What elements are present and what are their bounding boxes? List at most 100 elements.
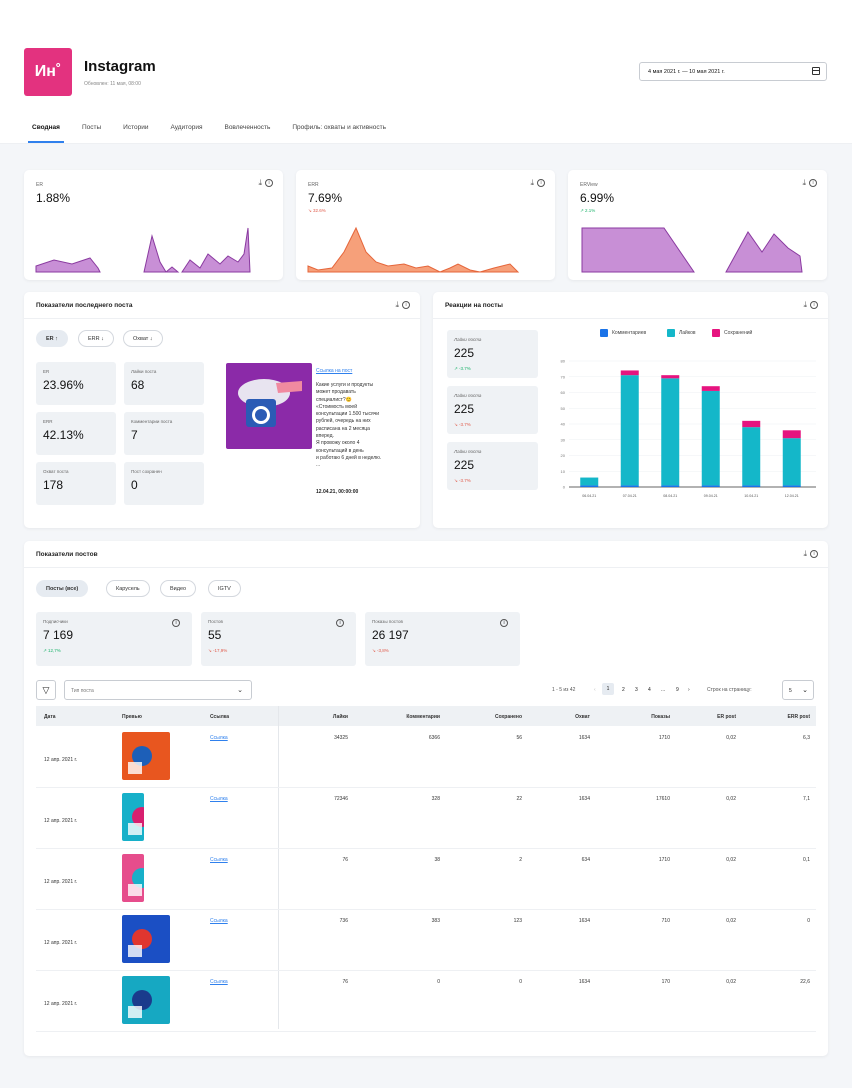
tab-stories[interactable]: Истории xyxy=(123,124,149,131)
summary-subscribers: Подписчики 7 169 ↗ 12,7% i xyxy=(36,612,192,666)
info-icon[interactable]: i xyxy=(810,550,818,558)
cell-value: 1634 xyxy=(578,735,590,741)
cell-value: 0,02 xyxy=(726,796,736,802)
filter-all-posts[interactable]: Посты (все) xyxy=(36,580,89,597)
page-9[interactable]: 9 xyxy=(676,687,679,693)
tab-summary[interactable]: Сводная xyxy=(28,124,64,143)
sort-reach-pill[interactable]: Охват ↓ xyxy=(123,330,163,347)
col-likes[interactable]: Лайки xyxy=(332,714,348,720)
stat-label: ER xyxy=(43,369,50,374)
download-icon[interactable]: ⤓ xyxy=(803,549,807,558)
filter-igtv[interactable]: IGTV xyxy=(208,580,241,597)
page-1[interactable]: 1 xyxy=(602,683,614,695)
tab-audience[interactable]: Аудитория xyxy=(170,124,203,131)
download-icon[interactable]: ⤓ xyxy=(258,178,262,187)
cell-date: 12 апр. 2021 г. xyxy=(44,757,78,763)
tab-engagement[interactable]: Вовлеченность xyxy=(224,124,271,131)
cell-value: 72346 xyxy=(334,796,348,802)
tab-posts[interactable]: Посты xyxy=(81,124,102,131)
cell-date: 12 апр. 2021 г. xyxy=(44,940,78,946)
tab-profile-reach[interactable]: Профиль: охваты и активность xyxy=(292,124,386,131)
download-icon[interactable]: ⤓ xyxy=(395,300,399,309)
post-thumbnail[interactable] xyxy=(122,793,144,841)
sort-err-pill[interactable]: ERR ↓ xyxy=(78,330,114,347)
y-tick-label: 0 xyxy=(563,485,566,490)
x-tick-label: 10.04.21 xyxy=(744,494,758,498)
next-page-icon[interactable]: › xyxy=(688,687,690,693)
rows-per-page-label: Строк на страницу: xyxy=(707,687,752,693)
post-thumbnail[interactable] xyxy=(122,976,170,1024)
cell-value: 0,02 xyxy=(726,857,736,863)
page-4[interactable]: 4 xyxy=(648,687,651,693)
updated-label: Обновлен: 11 мая, 08:00 xyxy=(84,81,141,87)
cell-value: 0,02 xyxy=(726,918,736,924)
download-icon[interactable]: ⤓ xyxy=(530,178,534,187)
post-thumbnail[interactable] xyxy=(122,732,170,780)
info-icon[interactable]: i xyxy=(537,179,545,187)
col-saved[interactable]: Сохранено xyxy=(494,714,522,720)
last-post-image[interactable] xyxy=(226,363,312,449)
page-2[interactable]: 2 xyxy=(622,687,625,693)
page-3[interactable]: 3 xyxy=(635,687,638,693)
info-icon[interactable]: i xyxy=(500,619,508,627)
y-tick-label: 40 xyxy=(561,422,566,427)
col-comments[interactable]: Комментарии xyxy=(406,714,440,720)
col-date[interactable]: Дата xyxy=(44,714,56,720)
post-type-select[interactable]: Тип поста ⌄ xyxy=(64,680,252,700)
col-reach[interactable]: Охват xyxy=(575,714,590,720)
info-icon[interactable]: i xyxy=(402,301,410,309)
stat-label: Лайки поста xyxy=(131,369,157,374)
col-impressions[interactable]: Показы xyxy=(651,714,670,720)
stat-value: 178 xyxy=(43,478,64,492)
cell-value: 0 xyxy=(437,979,440,985)
info-icon[interactable]: i xyxy=(809,179,817,187)
metric-delta: ↘ 32.6% xyxy=(308,208,326,213)
chevron-down-icon: ⌄ xyxy=(237,687,243,694)
filter-video[interactable]: Видео xyxy=(160,580,197,597)
stat-box-err: ERR 42.13% xyxy=(36,412,116,455)
y-tick-label: 20 xyxy=(561,453,566,458)
filter-icon[interactable]: ▽ xyxy=(36,680,56,700)
legend-swatch xyxy=(712,329,720,337)
col-er-post[interactable]: ER post xyxy=(717,714,736,720)
info-icon[interactable]: i xyxy=(810,301,818,309)
download-icon[interactable]: ⤓ xyxy=(802,178,806,187)
metric-value: 1.88% xyxy=(36,191,71,205)
table-row: 12 апр. 2021 г. Ссылка 76 38 2 634 1710 0,02 0,1 xyxy=(36,849,816,910)
cell-value: 6,3 xyxy=(803,735,810,741)
card-title: Реакции на посты xyxy=(445,302,503,309)
metric-card-erview: ERView 6.99% ↗ 2.1% ⤓ i xyxy=(568,170,827,280)
post-thumbnail[interactable] xyxy=(122,854,144,902)
calendar-icon[interactable] xyxy=(812,67,820,75)
prev-page-icon[interactable]: ‹ xyxy=(594,687,596,693)
table-header: Дата Превью Ссылка Лайки Комментарии Сох… xyxy=(36,706,816,726)
cell-value: 76 xyxy=(342,857,348,863)
cell-link[interactable]: Ссылка xyxy=(210,735,228,741)
bar-segment xyxy=(701,390,720,486)
er-sparkline xyxy=(35,227,251,273)
cell-link[interactable]: Ссылка xyxy=(210,918,228,924)
post-link[interactable]: Ссылка на пост xyxy=(316,368,353,374)
post-thumbnail[interactable] xyxy=(122,915,170,963)
cell-value: 0,1 xyxy=(803,857,810,863)
info-icon[interactable]: i xyxy=(265,179,273,187)
info-icon[interactable]: i xyxy=(336,619,344,627)
date-range-picker[interactable]: 4 мая 2021 г. — 10 мая 2021 г. xyxy=(639,62,827,81)
bar-segment xyxy=(620,375,639,486)
cell-value: 710 xyxy=(661,918,670,924)
cell-value: 328 xyxy=(431,796,440,802)
info-icon[interactable]: i xyxy=(172,619,180,627)
sort-er-pill[interactable]: ER ↑ xyxy=(36,330,68,347)
cell-link[interactable]: Ссылка xyxy=(210,857,228,863)
bar-segment xyxy=(782,430,801,439)
metric-card-er: ER 1.88% ⤓ i xyxy=(24,170,283,280)
filter-carousel[interactable]: Карусель xyxy=(106,580,150,597)
download-icon[interactable]: ⤓ xyxy=(803,300,807,309)
cell-value: 123 xyxy=(513,918,522,924)
col-err-post[interactable]: ERR post xyxy=(787,714,811,720)
cell-link[interactable]: Ссылка xyxy=(210,796,228,802)
table-row: 12 апр. 2021 г. Ссылка 34325 6366 56 1634 1710… xyxy=(36,727,816,788)
bar-segment xyxy=(661,378,680,486)
rows-per-page-select[interactable]: 5 ⌄ xyxy=(782,680,814,700)
cell-link[interactable]: Ссылка xyxy=(210,979,228,985)
